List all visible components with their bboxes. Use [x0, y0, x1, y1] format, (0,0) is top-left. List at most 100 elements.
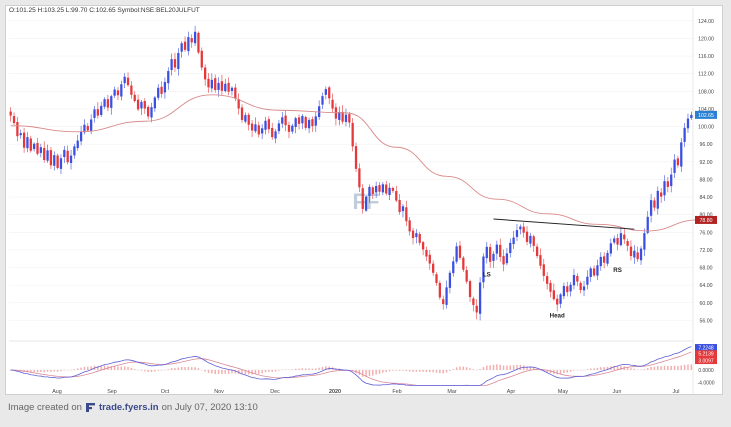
candle-172 — [586, 270, 589, 290]
candle-body — [33, 143, 36, 150]
candlesticks — [9, 25, 693, 321]
histogram-bar-189 — [643, 369, 646, 370]
candle-body — [224, 83, 227, 92]
candle-body — [90, 119, 93, 131]
candle-body — [324, 89, 327, 95]
histogram-bar-92 — [318, 367, 320, 370]
candle-body — [344, 114, 348, 122]
time-tick-label: Sep — [107, 389, 117, 395]
candle-28 — [103, 97, 106, 110]
candle-90 — [311, 116, 314, 132]
candle-body — [626, 241, 629, 246]
candle-146 — [499, 238, 502, 262]
histogram-bar-11 — [46, 369, 49, 372]
candle-body — [39, 147, 42, 153]
candle-55 — [193, 25, 197, 47]
candle-body — [150, 107, 153, 118]
candle-body — [391, 187, 395, 191]
candle-8 — [36, 137, 39, 156]
candle-164 — [559, 292, 562, 309]
candle-69 — [240, 104, 244, 123]
candle-80 — [277, 120, 281, 134]
candle-131 — [448, 270, 452, 294]
histogram-bar-56 — [197, 368, 200, 370]
candle-128 — [438, 280, 441, 300]
candle-body — [673, 159, 676, 173]
candle-92 — [318, 100, 321, 120]
candle-body — [690, 114, 693, 119]
candle-60 — [210, 73, 213, 93]
histogram-bar-137 — [469, 368, 471, 370]
candle-201 — [683, 122, 686, 148]
candle-body — [250, 123, 254, 131]
histogram-bar-87 — [301, 368, 304, 370]
candle-body — [415, 233, 418, 238]
candle-14 — [56, 153, 59, 170]
candle-body — [254, 124, 257, 132]
candle-body — [579, 282, 582, 290]
price-tick-label: 80.00 — [700, 213, 713, 219]
candle-body — [271, 127, 274, 138]
candle-5 — [26, 132, 29, 153]
candle-108 — [371, 185, 374, 200]
histogram-bar-172 — [586, 369, 589, 370]
histogram-bar-105 — [361, 369, 364, 377]
histogram-bar-138 — [472, 369, 475, 370]
candle-body — [200, 50, 203, 68]
candle-61 — [214, 74, 217, 93]
candle-body — [364, 196, 368, 211]
candle-109 — [375, 181, 378, 198]
candle-31 — [113, 86, 116, 99]
candle-body — [586, 276, 589, 285]
histogram-bar-49 — [174, 368, 176, 370]
candle-39 — [140, 100, 143, 116]
candle-203 — [690, 111, 693, 120]
candle-body — [532, 236, 535, 246]
candle-body — [381, 184, 384, 193]
price-tick-label: 76.00 — [700, 230, 713, 236]
histogram-bar-194 — [660, 366, 662, 370]
histogram-bar-182 — [620, 366, 622, 370]
histogram-bar-53 — [187, 366, 190, 370]
price-tick-label: 68.00 — [700, 266, 713, 272]
histogram-bar-178 — [606, 366, 609, 370]
candle-64 — [224, 78, 227, 93]
candle-body — [314, 116, 317, 126]
candle-body — [140, 101, 143, 109]
candle-37 — [133, 91, 136, 103]
candle-33 — [120, 80, 123, 101]
chart-panel[interactable] — [5, 5, 723, 395]
footer-brand[interactable]: trade.fyers.in — [98, 401, 159, 413]
candle-124 — [425, 246, 428, 261]
histogram-bar-140 — [479, 368, 481, 370]
candle-body — [56, 155, 59, 168]
candle-30 — [110, 94, 113, 115]
annotation-ls: LS — [483, 271, 491, 278]
candle-145 — [495, 240, 498, 261]
histogram-bar-44 — [157, 369, 159, 371]
histogram-bar-79 — [274, 369, 277, 372]
candle-3 — [19, 129, 22, 139]
macd-line — [10, 346, 692, 386]
candle-114 — [391, 186, 395, 193]
candle-body — [277, 123, 281, 132]
histogram-bar-111 — [382, 369, 384, 373]
candle-75 — [261, 124, 264, 140]
candle-body — [556, 298, 559, 305]
candle-body — [549, 282, 552, 292]
histogram-bar-193 — [657, 365, 659, 370]
candle-body — [660, 192, 663, 197]
candle-body — [418, 233, 421, 243]
candle-83 — [287, 121, 291, 139]
indicator-value-tag — [695, 344, 717, 352]
candle-63 — [220, 74, 224, 95]
time-tick-label: Jul — [673, 389, 680, 395]
candle-72 — [250, 119, 254, 138]
candle-body — [502, 256, 505, 265]
histogram-bar-109 — [375, 369, 377, 375]
histogram-bar-73 — [254, 369, 257, 375]
candle-body — [180, 43, 183, 52]
candle-177 — [603, 252, 606, 269]
